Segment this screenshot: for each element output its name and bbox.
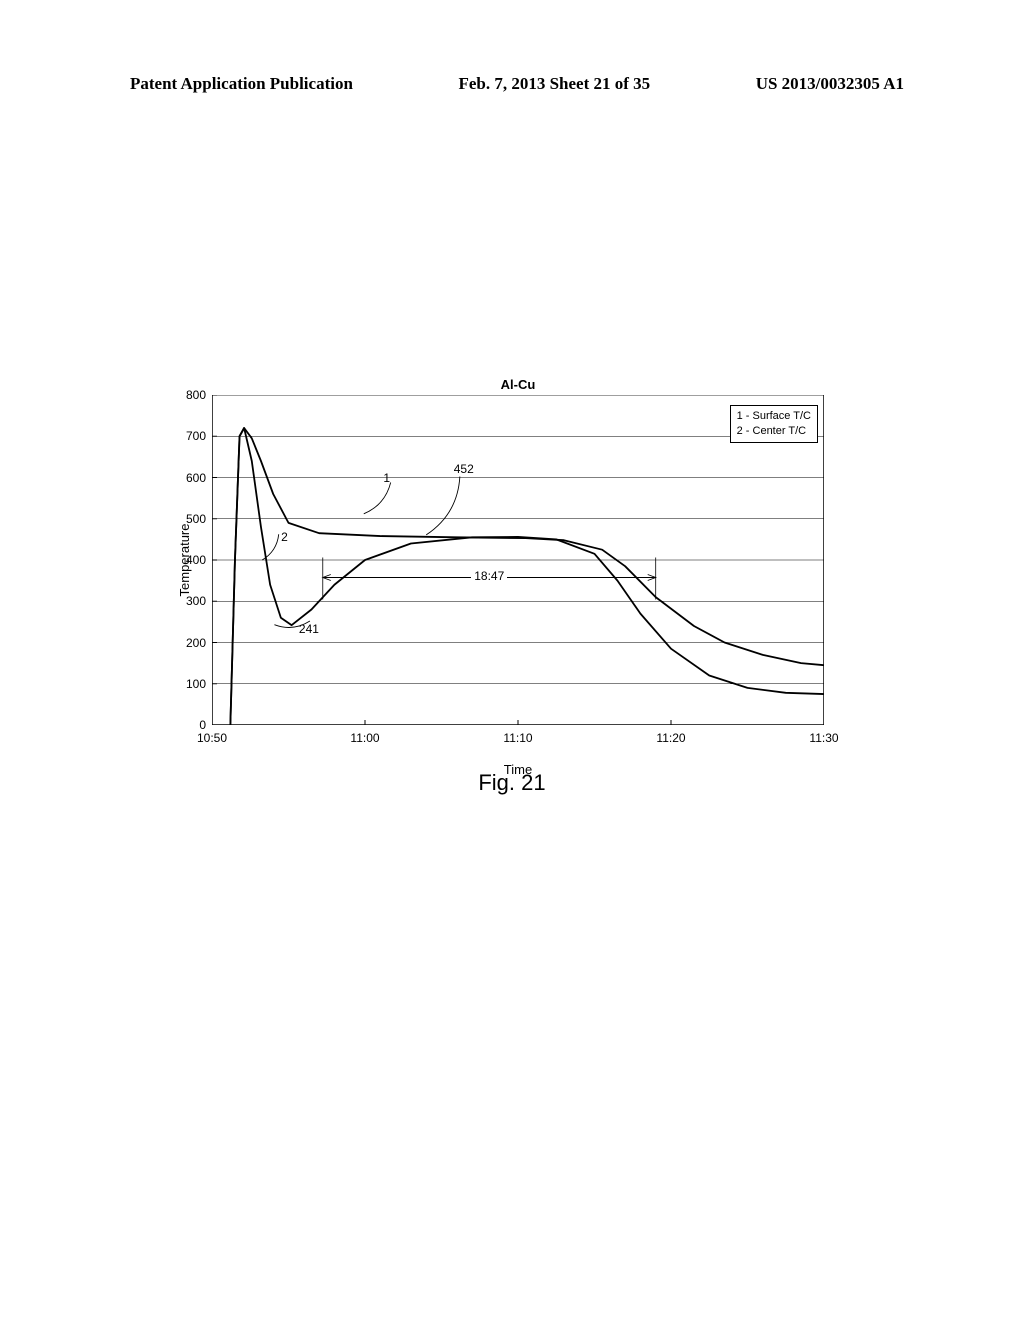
- x-tick-label: 11:10: [503, 731, 532, 745]
- figure-caption: Fig. 21: [0, 770, 1024, 796]
- header-right: US 2013/0032305 A1: [756, 74, 904, 94]
- chart-legend: 1 - Surface T/C2 - Center T/C: [730, 405, 818, 443]
- y-tick-label: 100: [186, 677, 206, 691]
- dimension-label: 18:47: [471, 569, 507, 583]
- y-tick-label: 300: [186, 594, 206, 608]
- chart-title: Al-Cu: [212, 377, 824, 392]
- y-tick-label: 200: [186, 636, 206, 650]
- header-left: Patent Application Publication: [130, 74, 353, 94]
- chart-svg: [212, 395, 824, 725]
- legend-row: 1 - Surface T/C: [737, 409, 811, 424]
- y-tick-label: 800: [186, 388, 206, 402]
- x-tick-label: 11:20: [656, 731, 685, 745]
- x-tick-label: 10:50: [197, 731, 227, 745]
- page-root: Patent Application Publication Feb. 7, 2…: [0, 0, 1024, 1320]
- annotation-label-452: 452: [454, 462, 474, 476]
- y-tick-label: 0: [199, 718, 206, 732]
- y-tick-label: 400: [186, 553, 206, 567]
- x-tick-label: 11:00: [350, 731, 379, 745]
- annotation-label-2: 2: [281, 530, 288, 544]
- x-tick-label: 11:30: [809, 731, 838, 745]
- annotation-label-241: 241: [299, 622, 319, 636]
- chart-plot-area: Temperature Time 18:47010020030040050060…: [212, 395, 824, 725]
- y-tick-label: 600: [186, 471, 206, 485]
- figure-area: Al-Cu Temperature Time 18:47010020030040…: [212, 395, 824, 725]
- y-tick-label: 500: [186, 512, 206, 526]
- header-center: Feb. 7, 2013 Sheet 21 of 35: [458, 74, 650, 94]
- annotation-label-1: 1: [383, 471, 390, 485]
- legend-row: 2 - Center T/C: [737, 424, 811, 439]
- page-header: Patent Application Publication Feb. 7, 2…: [0, 74, 1024, 94]
- y-tick-label: 700: [186, 429, 206, 443]
